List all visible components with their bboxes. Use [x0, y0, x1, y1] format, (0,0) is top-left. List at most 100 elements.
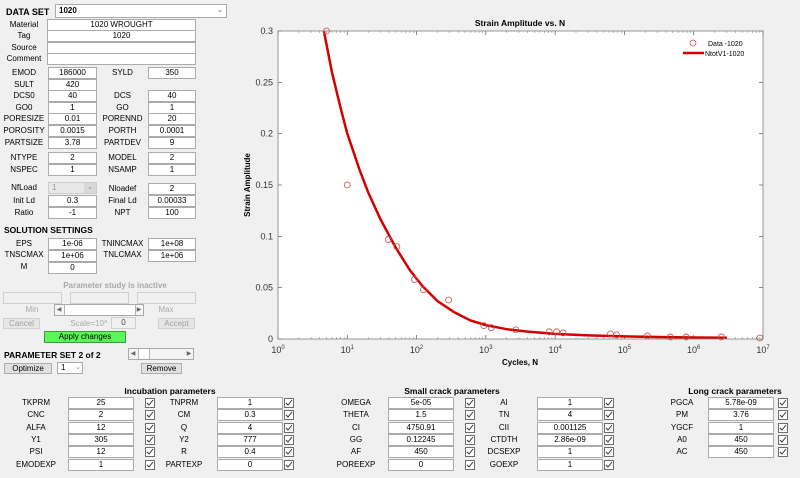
param-checkbox[interactable]: [604, 459, 614, 470]
accept-button[interactable]: Accept: [158, 318, 195, 329]
model-field[interactable]: 2: [148, 152, 196, 164]
param-study-field-1[interactable]: [3, 292, 62, 304]
param-checkbox[interactable]: [604, 398, 614, 408]
tag-field[interactable]: 1020: [47, 30, 196, 42]
eps-field[interactable]: 1e-06: [48, 238, 97, 250]
slider-left-arrow-icon[interactable]: ◀: [130, 351, 136, 357]
ratio-field[interactable]: -1: [48, 207, 97, 219]
param-checkbox[interactable]: [465, 434, 475, 445]
param-checkbox[interactable]: [145, 410, 155, 421]
param-checkbox[interactable]: [465, 447, 475, 458]
prop-field[interactable]: 20: [148, 113, 196, 126]
param-checkbox[interactable]: [284, 422, 294, 433]
prop-field[interactable]: 1: [148, 101, 196, 114]
param-field[interactable]: 5.78e-09: [708, 397, 774, 409]
cancel-button[interactable]: Cancel: [3, 318, 40, 329]
param-checkbox[interactable]: [778, 447, 788, 458]
param-checkbox[interactable]: [778, 398, 788, 408]
param-field[interactable]: 4: [217, 421, 283, 434]
param-checkbox[interactable]: [604, 410, 614, 421]
param-field[interactable]: 0.3: [217, 409, 283, 422]
param-field[interactable]: 1: [537, 397, 603, 409]
param-checkbox[interactable]: [145, 422, 155, 433]
scale-field[interactable]: 0: [111, 317, 136, 329]
param-checkbox[interactable]: [145, 459, 155, 470]
initld-field[interactable]: 0.3: [48, 195, 97, 207]
param-field[interactable]: 1.5: [388, 409, 454, 422]
optimize-select[interactable]: 1 ⌄: [57, 362, 83, 374]
parameter-set-slider[interactable]: ◀ ▶: [128, 348, 194, 360]
strain-amplitude-chart[interactable]: 100 101 102 103 104 105 106 107 0 0.05 0.1 0.15 0.2 0…: [230, 0, 800, 380]
param-checkbox[interactable]: [465, 422, 475, 433]
prop-field[interactable]: 40: [148, 90, 196, 103]
tnlcmax-field[interactable]: 1e+06: [148, 250, 196, 262]
apply-changes-button[interactable]: Apply changes: [44, 331, 126, 343]
param-checkbox[interactable]: [284, 434, 294, 445]
param-checkbox[interactable]: [778, 422, 788, 433]
m-field[interactable]: 0: [48, 262, 97, 274]
param-field[interactable]: 2.86e-09: [537, 433, 603, 446]
tnincmax-field[interactable]: 1e+08: [148, 238, 196, 250]
param-checkbox[interactable]: [604, 434, 614, 445]
optimize-button[interactable]: Optimize: [4, 363, 52, 374]
nloadef-field[interactable]: 2: [148, 183, 196, 195]
param-checkbox[interactable]: [465, 398, 475, 408]
param-field[interactable]: 0: [217, 458, 283, 471]
param-checkbox[interactable]: [465, 410, 475, 421]
slider-right-arrow-icon[interactable]: ▶: [186, 351, 192, 357]
slider-left-arrow-icon[interactable]: ◀: [56, 307, 62, 313]
param-field[interactable]: 0.4: [217, 446, 283, 459]
param-checkbox[interactable]: [778, 410, 788, 421]
ntype-field[interactable]: 2: [48, 152, 97, 164]
prop-field[interactable]: 0.0015: [48, 125, 97, 137]
finalld-field[interactable]: 0.00033: [148, 195, 196, 207]
param-field[interactable]: 305: [68, 433, 134, 446]
param-field[interactable]: 1: [217, 397, 283, 409]
param-checkbox[interactable]: [284, 410, 294, 421]
dataset-dropdown[interactable]: 1020 ⌄: [55, 4, 227, 18]
param-field[interactable]: 4: [537, 409, 603, 422]
param-checkbox[interactable]: [284, 459, 294, 470]
param-field[interactable]: 1: [708, 421, 774, 434]
param-field[interactable]: 0: [388, 458, 454, 471]
param-field[interactable]: 450: [708, 446, 774, 459]
nsamp-field[interactable]: 1: [148, 164, 196, 176]
slider-thumb[interactable]: [138, 349, 150, 359]
prop-field[interactable]: 9: [148, 136, 196, 149]
param-checkbox[interactable]: [284, 398, 294, 408]
tnscmax-field[interactable]: 1e+06: [48, 250, 97, 262]
prop-field[interactable]: 420: [48, 78, 97, 91]
prop-field[interactable]: 40: [48, 90, 97, 103]
slider-right-arrow-icon[interactable]: ▶: [136, 307, 142, 313]
nspec-field[interactable]: 1: [48, 164, 97, 176]
param-checkbox[interactable]: [284, 447, 294, 458]
param-field[interactable]: 12: [68, 446, 134, 459]
param-field[interactable]: 0.001125: [537, 421, 603, 434]
param-study-field-2[interactable]: [70, 292, 129, 304]
param-field[interactable]: 1: [537, 458, 603, 471]
param-field[interactable]: 25: [68, 397, 134, 409]
param-study-field-3[interactable]: [137, 292, 196, 304]
prop-field[interactable]: 0.01: [48, 113, 97, 126]
prop-field[interactable]: 0.0001: [148, 125, 196, 137]
param-field[interactable]: 450: [708, 433, 774, 446]
prop-field[interactable]: 186000: [48, 67, 97, 79]
param-checkbox[interactable]: [145, 447, 155, 458]
slider-thumb[interactable]: [64, 305, 136, 315]
param-checkbox[interactable]: [778, 434, 788, 445]
param-field[interactable]: 777: [217, 433, 283, 446]
param-field[interactable]: 4750.91: [388, 421, 454, 434]
param-field[interactable]: 0.12245: [388, 433, 454, 446]
comment-field[interactable]: [47, 53, 196, 65]
param-checkbox[interactable]: [604, 422, 614, 433]
param-checkbox[interactable]: [604, 447, 614, 458]
param-field[interactable]: 3.76: [708, 409, 774, 422]
param-field[interactable]: 2: [68, 409, 134, 422]
prop-field[interactable]: 1: [48, 101, 97, 114]
param-field[interactable]: 1: [68, 458, 134, 471]
param-checkbox[interactable]: [465, 459, 475, 470]
prop-field[interactable]: 350: [148, 67, 196, 79]
param-field[interactable]: 5e-05: [388, 397, 454, 409]
param-field[interactable]: 12: [68, 421, 134, 434]
param-study-slider[interactable]: ◀ ▶: [54, 304, 144, 316]
